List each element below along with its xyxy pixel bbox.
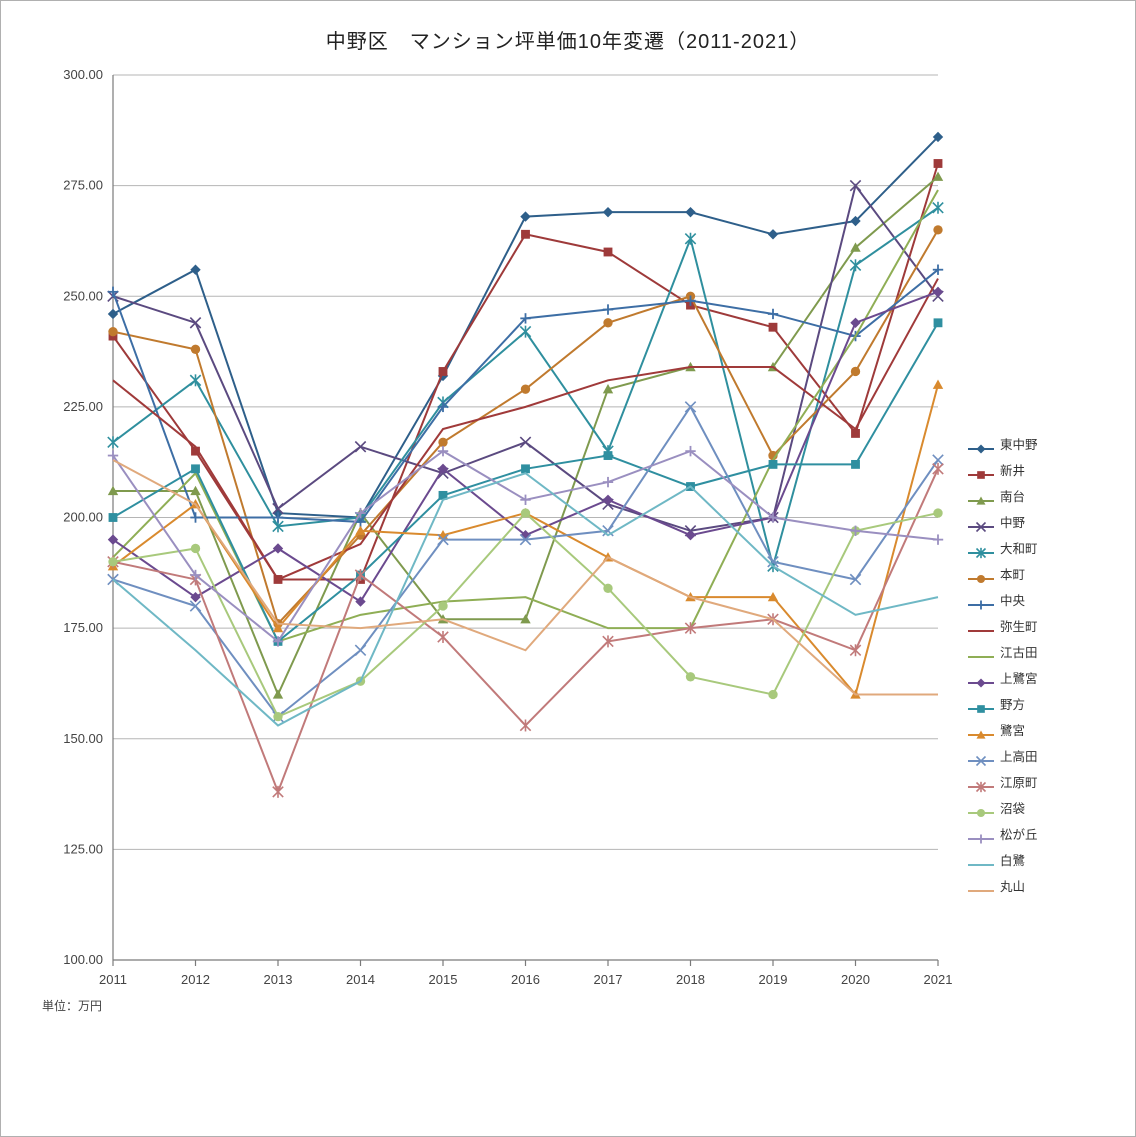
legend-item-丸山[interactable]: 丸山 [968,872,1038,898]
x-axis-tick-label: 2012 [181,972,210,987]
unit-label: 単位：万円 [42,997,102,1014]
legend-swatch-東中野 [968,442,994,444]
x-axis-tick-label: 2016 [511,972,540,987]
legend-swatch-弥生町 [968,624,994,626]
legend-swatch-中央 [968,598,994,600]
legend-swatch-丸山 [968,884,994,886]
legend-item-白鷺[interactable]: 白鷺 [968,846,1038,872]
legend-swatch-本町 [968,572,994,574]
legend-swatch-上鷺宮 [968,676,994,678]
series-新井[interactable] [109,159,943,584]
y-axis-tick-label: 150.00 [63,731,103,746]
y-axis-tick-label: 300.00 [63,67,103,82]
legend-label-上鷺宮: 上鷺宮 [1000,668,1038,687]
legend-item-野方[interactable]: 野方 [968,690,1038,716]
legend-label-沼袋: 沼袋 [1000,798,1025,817]
y-axis-tick-label: 275.00 [63,178,103,193]
chart-title: 中野区 マンション坪単価10年変遷（2011-2021） [11,25,1125,54]
legend-swatch-野方 [968,702,994,704]
x-axis-tick-label: 2021 [924,972,953,987]
legend-label-丸山: 丸山 [1000,876,1025,895]
legend-swatch-江原町 [968,780,994,782]
legend-item-新井[interactable]: 新井 [968,456,1038,482]
legend-label-江原町: 江原町 [1000,772,1038,791]
legend-swatch-中野 [968,520,994,522]
legend-label-大和町: 大和町 [1000,538,1038,557]
x-axis-tick-label: 2014 [346,972,375,987]
x-axis-tick-label: 2019 [759,972,788,987]
legend-swatch-鷺宮 [968,728,994,730]
x-axis-tick-label: 2018 [676,972,705,987]
legend-label-中央: 中央 [1000,590,1025,609]
y-axis-tick-label: 200.00 [63,510,103,525]
legend-swatch-白鷺 [968,858,994,860]
legend-swatch-新井 [968,468,994,470]
legend-swatch-大和町 [968,546,994,548]
legend-label-南台: 南台 [1000,486,1025,505]
series-中央[interactable] [108,265,943,528]
x-axis-tick-label: 2011 [99,972,127,987]
legend-item-本町[interactable]: 本町 [968,560,1038,586]
legend-item-上鷺宮[interactable]: 上鷺宮 [968,664,1038,690]
legend-swatch-上高田 [968,754,994,756]
series-本町[interactable] [108,225,942,628]
legend-item-松が丘[interactable]: 松が丘 [968,820,1038,846]
y-axis-tick-label: 125.00 [63,841,103,856]
y-axis-tick-label: 225.00 [63,399,103,414]
legend-swatch-江古田 [968,650,994,652]
legend-item-大和町[interactable]: 大和町 [968,534,1038,560]
legend-label-野方: 野方 [1000,694,1025,713]
legend-item-上高田[interactable]: 上高田 [968,742,1038,768]
y-axis-tick-label: 175.00 [63,620,103,635]
legend-item-東中野[interactable]: 東中野 [968,430,1038,456]
legend-label-江古田: 江古田 [1000,642,1038,661]
legend: 東中野新井南台中野大和町本町中央弥生町江古田上鷺宮野方鷺宮上高田江原町沼袋松が丘… [968,430,1038,898]
x-axis-tick-label: 2017 [594,972,623,987]
legend-swatch-沼袋 [968,806,994,808]
legend-item-中野[interactable]: 中野 [968,508,1038,534]
x-axis-tick-label: 2015 [429,972,458,987]
legend-item-中央[interactable]: 中央 [968,586,1038,612]
legend-label-本町: 本町 [1000,564,1025,583]
legend-label-鷺宮: 鷺宮 [1000,720,1025,739]
series-南台[interactable] [108,172,943,699]
legend-item-鷺宮[interactable]: 鷺宮 [968,716,1038,742]
legend-label-白鷺: 白鷺 [1000,850,1025,869]
y-axis-tick-label: 250.00 [63,288,103,303]
legend-item-弥生町[interactable]: 弥生町 [968,612,1038,638]
legend-label-松が丘: 松が丘 [1000,824,1038,843]
legend-swatch-南台 [968,494,994,496]
plot-area: 100.00 125.00 150.00 175.00 200.00 225.00 250.… [38,60,1098,1020]
legend-item-江原町[interactable]: 江原町 [968,768,1038,794]
legend-label-東中野: 東中野 [1000,434,1038,453]
x-axis-tick-label: 2020 [841,972,870,987]
chart-container: 中野区 マンション坪単価10年変遷（2011-2021） 100.00 125.0… [0,0,1136,1137]
legend-label-中野: 中野 [1000,512,1025,531]
legend-swatch-松が丘 [968,832,994,834]
y-axis-tick-label: 100.00 [63,952,103,967]
legend-item-沼袋[interactable]: 沼袋 [968,794,1038,820]
legend-label-新井: 新井 [1000,460,1025,479]
legend-item-南台[interactable]: 南台 [968,482,1038,508]
legend-label-弥生町: 弥生町 [1000,616,1038,635]
legend-label-上高田: 上高田 [1000,746,1038,765]
legend-item-江古田[interactable]: 江古田 [968,638,1038,664]
x-axis-tick-label: 2013 [264,972,293,987]
